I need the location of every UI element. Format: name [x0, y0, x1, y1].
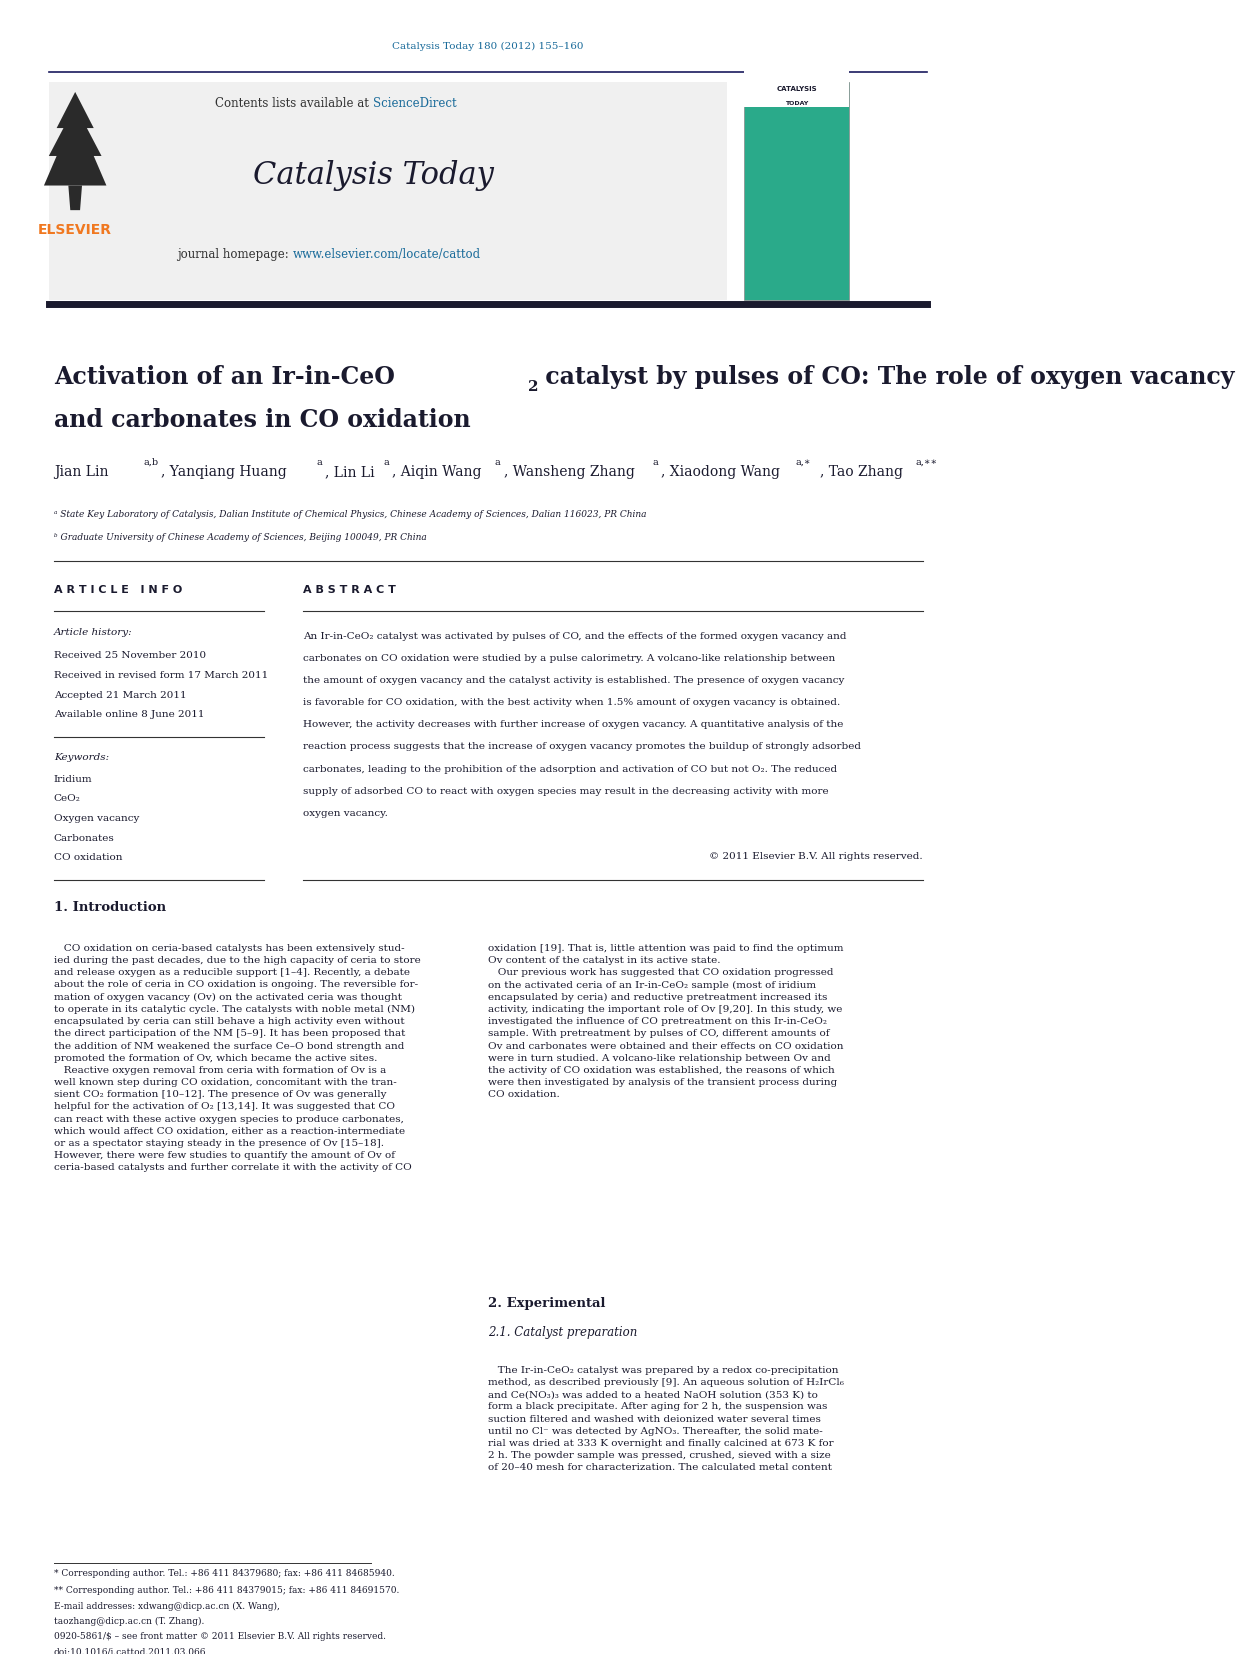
Text: supply of adsorbed CO to react with oxygen species may result in the decreasing : supply of adsorbed CO to react with oxyg…: [303, 787, 828, 796]
Text: ᵃ State Key Laboratory of Catalysis, Dalian Institute of Chemical Physics, Chine: ᵃ State Key Laboratory of Catalysis, Dal…: [53, 509, 647, 519]
Text: , Lin Li: , Lin Li: [325, 465, 375, 480]
Text: Catalysis Today: Catalysis Today: [252, 160, 494, 192]
Text: reaction process suggests that the increase of oxygen vacancy promotes the build: reaction process suggests that the incre…: [303, 743, 861, 751]
Text: Received in revised form 17 March 2011: Received in revised form 17 March 2011: [53, 672, 268, 680]
Text: 2. Experimental: 2. Experimental: [488, 1297, 606, 1310]
Text: , Aiqin Wang: , Aiqin Wang: [392, 465, 482, 480]
Text: 2: 2: [529, 380, 539, 394]
Text: Keywords:: Keywords:: [53, 753, 109, 762]
Text: oxygen vacancy.: oxygen vacancy.: [303, 809, 387, 819]
Text: CeO₂: CeO₂: [53, 794, 81, 804]
FancyBboxPatch shape: [743, 83, 849, 301]
Text: 2.1. Catalyst preparation: 2.1. Catalyst preparation: [488, 1327, 638, 1340]
Text: catalyst by pulses of CO: The role of oxygen vacancy: catalyst by pulses of CO: The role of ox…: [537, 366, 1235, 389]
Text: Catalysis Today 180 (2012) 155–160: Catalysis Today 180 (2012) 155–160: [392, 41, 585, 51]
Text: The Ir-in-CeO₂ catalyst was prepared by a redox co-precipitation
method, as desc: The Ir-in-CeO₂ catalyst was prepared by …: [488, 1366, 844, 1472]
Text: TODAY: TODAY: [786, 101, 808, 106]
Text: Jian Lin: Jian Lin: [53, 465, 108, 480]
Text: a,b: a,b: [144, 458, 159, 466]
Polygon shape: [68, 185, 82, 210]
Text: ** Corresponding author. Tel.: +86 411 84379015; fax: +86 411 84691570.: ** Corresponding author. Tel.: +86 411 8…: [53, 1586, 400, 1594]
Text: a: a: [653, 458, 658, 466]
Text: CATALYSIS: CATALYSIS: [777, 86, 817, 91]
Text: Accepted 21 March 2011: Accepted 21 March 2011: [53, 691, 186, 700]
Text: Article history:: Article history:: [53, 629, 133, 637]
Text: Iridium: Iridium: [53, 774, 92, 784]
Text: Available online 8 June 2011: Available online 8 June 2011: [53, 711, 205, 719]
Text: Oxygen vacancy: Oxygen vacancy: [53, 814, 139, 824]
Text: carbonates, leading to the prohibition of the adsorption and activation of CO bu: carbonates, leading to the prohibition o…: [303, 764, 836, 774]
Text: doi:10.1016/j.cattod.2011.03.066: doi:10.1016/j.cattod.2011.03.066: [53, 1647, 206, 1654]
Polygon shape: [43, 93, 107, 185]
Text: a,∗: a,∗: [795, 458, 812, 466]
Text: is favorable for CO oxidation, with the best activity when 1.5% amount of oxygen: is favorable for CO oxidation, with the …: [303, 698, 840, 708]
Text: a: a: [383, 458, 390, 466]
Text: carbonates on CO oxidation were studied by a pulse calorimetry. A volcano-like r: carbonates on CO oxidation were studied …: [303, 653, 835, 663]
Text: , Tao Zhang: , Tao Zhang: [820, 465, 903, 480]
Text: a: a: [316, 458, 323, 466]
Text: the amount of oxygen vacancy and the catalyst activity is established. The prese: the amount of oxygen vacancy and the cat…: [303, 676, 844, 685]
Text: journal homepage:: journal homepage:: [177, 248, 293, 261]
FancyBboxPatch shape: [743, 69, 849, 108]
Text: 0920-5861/$ – see front matter © 2011 Elsevier B.V. All rights reserved.: 0920-5861/$ – see front matter © 2011 El…: [53, 1631, 386, 1641]
Text: Carbonates: Carbonates: [53, 834, 114, 842]
Text: ᵇ Graduate University of Chinese Academy of Sciences, Beijing 100049, PR China: ᵇ Graduate University of Chinese Academy…: [53, 533, 427, 543]
Text: A R T I C L E   I N F O: A R T I C L E I N F O: [53, 586, 182, 595]
Text: , Wansheng Zhang: , Wansheng Zhang: [504, 465, 634, 480]
Text: However, the activity decreases with further increase of oxygen vacancy. A quant: However, the activity decreases with fur…: [303, 721, 843, 729]
Text: Activation of an Ir-in-CeO: Activation of an Ir-in-CeO: [53, 366, 395, 389]
Text: Contents lists available at: Contents lists available at: [216, 98, 374, 109]
Text: oxidation [19]. That is, little attention was paid to find the optimum
Ov conten: oxidation [19]. That is, little attentio…: [488, 944, 844, 1100]
Text: © 2011 Elsevier B.V. All rights reserved.: © 2011 Elsevier B.V. All rights reserved…: [709, 852, 922, 860]
Text: ELSEVIER: ELSEVIER: [38, 223, 112, 237]
FancyBboxPatch shape: [48, 83, 727, 301]
Text: A B S T R A C T: A B S T R A C T: [303, 586, 396, 595]
Text: * Corresponding author. Tel.: +86 411 84379680; fax: +86 411 84685940.: * Corresponding author. Tel.: +86 411 84…: [53, 1570, 395, 1578]
Text: E-mail addresses: xdwang@dicp.ac.cn (X. Wang),: E-mail addresses: xdwang@dicp.ac.cn (X. …: [53, 1601, 279, 1611]
Text: CO oxidation: CO oxidation: [53, 853, 122, 862]
Text: , Yanqiang Huang: , Yanqiang Huang: [161, 465, 287, 480]
Text: www.elsevier.com/locate/cattod: www.elsevier.com/locate/cattod: [293, 248, 482, 261]
Text: Received 25 November 2010: Received 25 November 2010: [53, 652, 206, 660]
Text: CO oxidation on ceria-based catalysts has been extensively stud-
ied during the : CO oxidation on ceria-based catalysts ha…: [53, 944, 421, 1173]
Text: and carbonates in CO oxidation: and carbonates in CO oxidation: [53, 409, 470, 432]
Text: 1. Introduction: 1. Introduction: [53, 901, 166, 915]
Text: ScienceDirect: ScienceDirect: [374, 98, 457, 109]
Text: An Ir-in-CeO₂ catalyst was activated by pulses of CO, and the effects of the for: An Ir-in-CeO₂ catalyst was activated by …: [303, 632, 846, 640]
Text: taozhang@dicp.ac.cn (T. Zhang).: taozhang@dicp.ac.cn (T. Zhang).: [53, 1616, 204, 1626]
Text: a,∗∗: a,∗∗: [916, 458, 938, 466]
Text: , Xiaodong Wang: , Xiaodong Wang: [661, 465, 779, 480]
Text: a: a: [495, 458, 500, 466]
